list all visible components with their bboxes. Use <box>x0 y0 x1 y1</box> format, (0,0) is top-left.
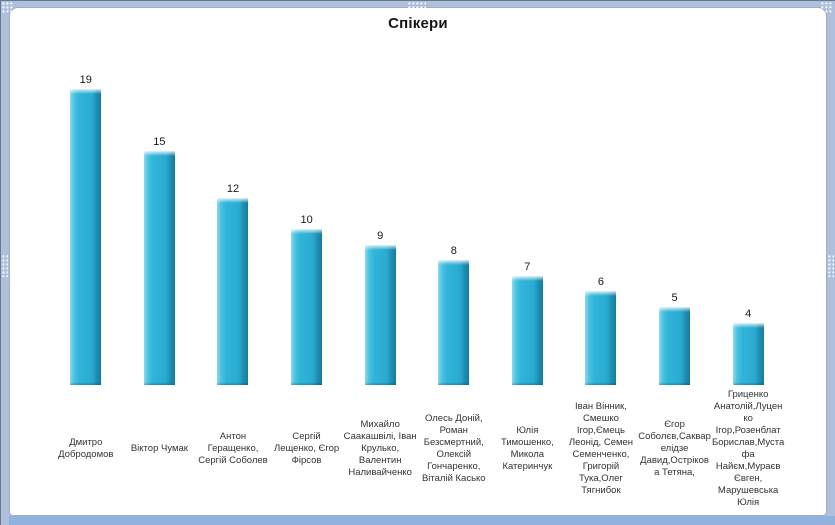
value-label: 7 <box>524 261 531 273</box>
resize-handle-top-left-icon[interactable] <box>2 2 13 13</box>
category-label: Антон Геращенко, Сергій Соболев <box>198 430 268 466</box>
category-label: Михайло Саакашвілі, Іван Крулько, Валент… <box>343 418 417 478</box>
bar-cell: 9 <box>343 65 417 385</box>
category-axis[interactable]: Дмитро Добродомов Віктор Чумак Антон Геращ… <box>49 386 785 511</box>
value-label: 12 <box>226 183 240 195</box>
bar-cell: 10 <box>270 65 344 385</box>
bars-row: 19 15 12 10 9 8 7 6 5 4 <box>49 65 785 385</box>
value-label: 8 <box>450 245 457 257</box>
value-label: 19 <box>79 74 92 86</box>
category-label: Сергій Лещенко, Єгор Фірсов <box>273 430 340 466</box>
value-label: 10 <box>300 214 313 226</box>
bar[interactable]: 19 <box>70 74 102 385</box>
bar[interactable]: 12 <box>217 183 249 385</box>
resize-handle-left-middle-icon[interactable] <box>2 255 8 277</box>
chart-area[interactable]: Спікери 19 15 12 10 9 8 7 6 5 4 Дмитро Добродомов… <box>9 7 827 516</box>
bar-cell: 8 <box>417 65 491 385</box>
bar-cell: 12 <box>196 65 270 385</box>
resize-handle-right-middle-icon[interactable] <box>828 255 834 277</box>
value-label: 6 <box>597 276 605 288</box>
value-label: 5 <box>671 292 678 304</box>
resize-handle-top-right-icon[interactable] <box>821 2 832 13</box>
chart-title[interactable]: Спікери <box>388 15 448 32</box>
bar-cell: 19 <box>49 65 123 385</box>
category-label: Дмитро Добродомов <box>58 436 114 460</box>
bar[interactable]: 8 <box>438 245 470 385</box>
value-label: 9 <box>377 230 384 242</box>
bar-cell: 6 <box>564 65 638 385</box>
bar[interactable]: 10 <box>291 214 323 385</box>
bar[interactable]: 6 <box>585 276 617 385</box>
bar[interactable]: 7 <box>511 261 543 385</box>
bar-cell: 5 <box>638 65 712 385</box>
bar[interactable]: 5 <box>659 292 691 385</box>
bar-cell: 15 <box>123 65 197 385</box>
bar[interactable]: 9 <box>364 230 396 385</box>
bar[interactable]: 15 <box>143 136 175 385</box>
bar-cell: 7 <box>491 65 565 385</box>
category-label: Єгор Соболєв,Саквар елідзе Давид,Остріко… <box>638 418 711 478</box>
bar-cell: 4 <box>711 65 785 385</box>
bottom-band <box>9 516 835 525</box>
category-label: Юлія Тимошенко, Микола Катеринчук <box>500 424 554 472</box>
category-label: Віктор Чумак <box>130 442 188 454</box>
category-label: Олесь Доній, Роман Безсмертний, Олексій … <box>421 412 486 484</box>
category-label: Гриценко Анатолій,Луцен ко Ігор,Розенбла… <box>711 388 785 508</box>
value-label: 4 <box>745 308 752 320</box>
value-label: 15 <box>153 136 166 148</box>
resize-handle-top-center-icon[interactable] <box>408 2 426 8</box>
category-label: Іван Вінник, Смешко Ігор,Ємець Леонід, С… <box>568 400 634 496</box>
bar[interactable]: 4 <box>732 308 764 385</box>
